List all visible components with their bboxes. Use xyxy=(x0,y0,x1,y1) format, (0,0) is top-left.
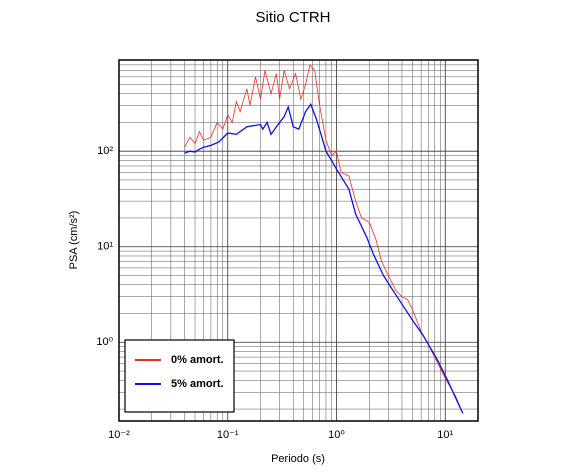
x-tick-label: 10¹ xyxy=(437,429,453,441)
data-line xyxy=(184,102,464,414)
x-tick-label: 10⁰ xyxy=(328,429,345,441)
chart-title: Sitio CTRH xyxy=(255,9,330,26)
legend-box xyxy=(124,339,235,413)
legend: 0% amort. 5% amort. xyxy=(124,339,235,413)
x-tick-label: 10⁻¹ xyxy=(217,429,239,441)
y-tick-label: 10¹ xyxy=(97,241,113,253)
x-tick-label: 10⁻² xyxy=(108,429,130,441)
data-line xyxy=(184,64,464,414)
legend-label: 0% amort. xyxy=(171,354,224,366)
y-tick-label: 10² xyxy=(97,145,113,157)
plot-frame xyxy=(118,59,479,422)
x-axis-label: Periodo (s) xyxy=(271,453,325,465)
legend-label: 5% amort. xyxy=(171,378,224,390)
y-axis-label: PSA (cm/s²) xyxy=(68,211,80,270)
y-tick-label: 10⁰ xyxy=(96,336,113,348)
